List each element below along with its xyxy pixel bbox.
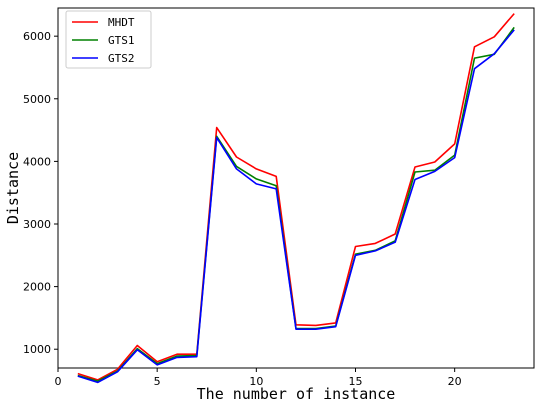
y-tick-label: 4000	[23, 155, 51, 168]
legend-box	[65, 10, 152, 69]
y-tick-label: 6000	[23, 30, 51, 43]
x-tick-label: 0	[55, 375, 62, 388]
y-tick-label: 5000	[23, 93, 51, 106]
legend-label-gts2: GTS2	[108, 52, 135, 65]
y-axis-label: Distance	[4, 152, 22, 224]
y-tick-label: 1000	[23, 343, 51, 356]
x-axis-label: The number of instance	[197, 385, 396, 403]
series-lines	[77, 13, 515, 384]
x-tick-label: 20	[448, 375, 462, 388]
legend-label-mhdt: MHDT	[108, 16, 135, 29]
x-tick-label: 5	[154, 375, 161, 388]
legend: MHDT GTS1 GTS2	[65, 10, 152, 69]
y-tick-label: 3000	[23, 218, 51, 231]
series-line-gts2	[77, 29, 515, 384]
y-axis-ticks: 1000 2000 3000 4000 5000 6000	[23, 30, 58, 356]
x-tick-label: 10	[249, 375, 263, 388]
x-axis-ticks: 0 5 10 15 20	[55, 368, 462, 388]
y-tick-label: 2000	[23, 281, 51, 294]
legend-label-gts1: GTS1	[108, 34, 135, 47]
x-tick-label: 15	[349, 375, 363, 388]
